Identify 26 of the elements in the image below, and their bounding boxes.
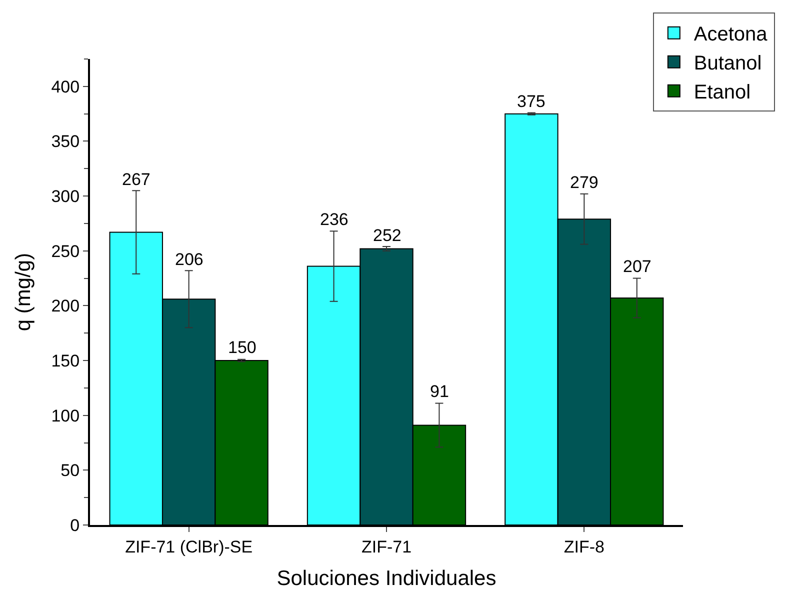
y-tick-label: 350 (51, 132, 80, 152)
y-tick-label: 400 (51, 77, 80, 96)
y-tick-label: 150 (51, 351, 80, 370)
legend-label: Butanol (694, 52, 762, 75)
data-label: 236 (320, 210, 348, 229)
data-label: 206 (175, 250, 204, 269)
data-label: 150 (228, 338, 256, 357)
y-axis-title: q (mg/g) (12, 252, 35, 332)
x-tick-label: ZIF-71 (ClBr)-SE (125, 537, 253, 556)
data-label: 267 (122, 170, 150, 189)
data-label: 207 (623, 257, 652, 276)
data-label: 91 (430, 382, 449, 401)
x-axis-title: Soluciones Individuales (276, 567, 496, 590)
x-tick-label: ZIF-8 (564, 537, 604, 556)
y-tick-label: 100 (51, 406, 80, 426)
legend-label: Etanol (694, 82, 751, 104)
data-label: 375 (517, 92, 546, 111)
y-tick-label: 300 (51, 187, 80, 206)
y-tick-label: 50 (60, 461, 80, 480)
y-tick-label: 250 (51, 242, 80, 261)
data-label: 279 (570, 173, 598, 192)
data-label: 252 (373, 226, 402, 245)
legend-label: Acetona (694, 24, 768, 46)
x-tick-label: ZIF-71 (361, 537, 412, 556)
y-tick-label: 0 (70, 516, 80, 535)
y-tick-label: 200 (51, 296, 80, 316)
